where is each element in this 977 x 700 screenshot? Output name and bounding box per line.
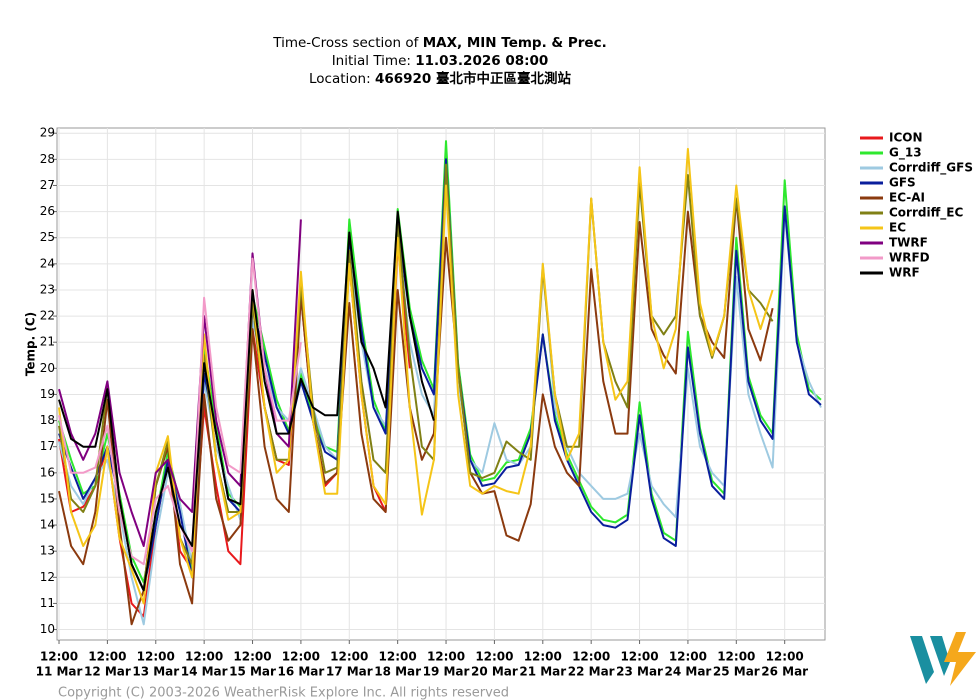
title-line: Initial Time: 11.03.2026 08:00 <box>332 53 549 69</box>
x-tick-date: 24 Mar <box>665 665 712 679</box>
x-tick-date: 12 Mar <box>84 665 131 679</box>
x-tick-date: 20 Mar <box>471 665 518 679</box>
x-tick-date: 13 Mar <box>132 665 179 679</box>
series-line <box>58 158 822 592</box>
legend-label: ICON <box>889 131 923 145</box>
x-tick-label: 12:00 <box>330 650 368 664</box>
series-line <box>58 140 822 584</box>
x-tick-date: 26 Mar <box>761 665 808 679</box>
title-line: Time-Cross section of MAX, MIN Temp. & P… <box>272 35 606 51</box>
x-tick-date: 22 Mar <box>568 665 615 679</box>
y-tick-label: 16 <box>40 465 55 479</box>
series-line <box>58 163 774 592</box>
x-tick-label: 12:00 <box>40 650 78 664</box>
x-tick-date: 17 Mar <box>326 665 373 679</box>
y-tick-label: 18 <box>40 413 55 427</box>
title-label: Initial Time: <box>332 53 416 69</box>
y-tick-label: 29 <box>40 126 55 140</box>
title-value: 466920 臺北市中正區臺北測站 <box>375 70 572 87</box>
x-tick-label: 12:00 <box>524 650 562 664</box>
y-tick-label: 15 <box>40 491 55 505</box>
x-tick-label: 12:00 <box>620 650 658 664</box>
x-tick-label: 12:00 <box>88 650 126 664</box>
copyright: Copyright (C) 2003-2026 WeatherRisk Expl… <box>58 686 509 700</box>
x-tick-label: 12:00 <box>379 650 417 664</box>
x-tick-date: 23 Mar <box>616 665 663 679</box>
series-line <box>58 171 822 626</box>
x-tick-label: 12:00 <box>282 650 320 664</box>
y-tick-label: 14 <box>40 518 55 532</box>
x-tick-date: 15 Mar <box>229 665 276 679</box>
x-tick-date: 18 Mar <box>374 665 421 679</box>
legend-label: EC-AI <box>889 191 925 205</box>
x-tick-label: 12:00 <box>475 650 513 664</box>
y-tick-label: 25 <box>40 230 55 244</box>
x-tick-date: 16 Mar <box>277 665 324 679</box>
legend-label: EC <box>889 221 906 235</box>
y-tick-label: 19 <box>40 387 55 401</box>
x-tick-label: 12:00 <box>427 650 465 664</box>
logo <box>910 632 976 686</box>
x-tick-label: 12:00 <box>717 650 755 664</box>
title-value: 11.03.2026 08:00 <box>415 53 548 69</box>
legend-label: GFS <box>889 176 916 190</box>
y-tick-label: 13 <box>40 544 55 558</box>
series-line <box>58 210 435 592</box>
legend-label: WRFD <box>889 251 930 265</box>
y-tick-label: 27 <box>40 178 55 192</box>
x-tick-date: 21 Mar <box>519 665 566 679</box>
y-tick-label: 24 <box>40 256 55 270</box>
title-line: Location: 466920 臺北市中正區臺北測站 <box>309 70 572 87</box>
x-tick-label: 12:00 <box>669 650 707 664</box>
x-tick-label: 12:00 <box>233 650 271 664</box>
legend-label: WRF <box>889 266 920 280</box>
plot-frame <box>56 127 826 641</box>
x-tick-date: 25 Mar <box>713 665 760 679</box>
y-tick-label: 20 <box>40 361 55 375</box>
title-label: Time-Cross section of <box>272 35 422 51</box>
series-line <box>58 197 774 626</box>
x-tick-label: 12:00 <box>137 650 175 664</box>
x-tick-label: 12:00 <box>185 650 223 664</box>
y-tick-label: 10 <box>40 622 55 636</box>
y-tick-label: 26 <box>40 204 55 218</box>
y-tick-label: 11 <box>40 596 55 610</box>
y-tick-label: 12 <box>40 570 55 584</box>
y-tick-label: 17 <box>40 439 55 453</box>
y-tick-label: 21 <box>40 335 55 349</box>
x-tick-label: 12:00 <box>766 650 804 664</box>
y-tick-label: 22 <box>40 309 55 323</box>
x-tick-date: 19 Mar <box>423 665 470 679</box>
title-value: MAX, MIN Temp. & Prec. <box>423 35 607 51</box>
y-axis-label: Temp. (C) <box>24 312 38 376</box>
y-tick-label: 23 <box>40 282 55 296</box>
y-tick-label: 28 <box>40 152 55 166</box>
x-tick-date: 14 Mar <box>181 665 228 679</box>
legend-label: Corrdiff_EC <box>889 206 964 221</box>
legend-label: TWRF <box>889 236 928 250</box>
x-tick-date: 11 Mar <box>36 665 83 679</box>
x-tick-label: 12:00 <box>572 650 610 664</box>
title-label: Location: <box>309 71 375 87</box>
legend-label: Corrdiff_GFS <box>889 161 973 176</box>
legend-label: G_13 <box>889 146 922 161</box>
